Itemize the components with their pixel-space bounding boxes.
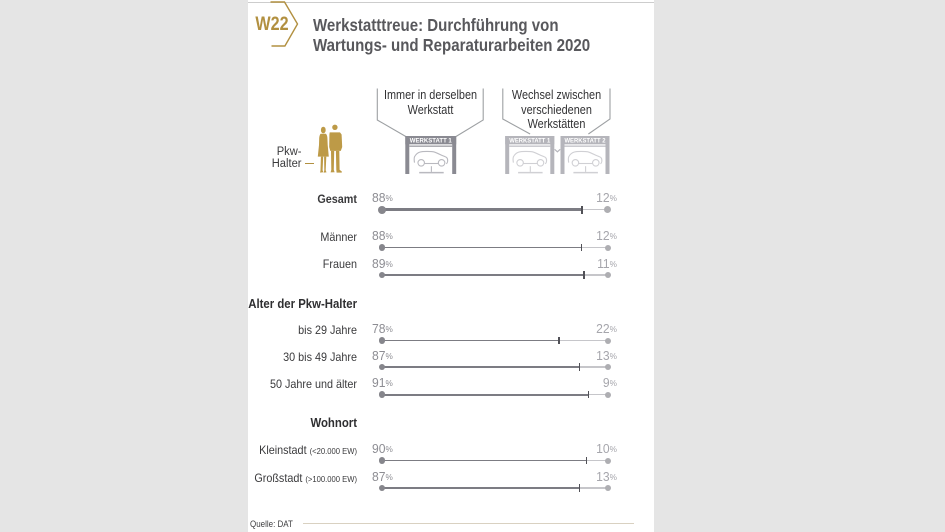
svg-text:WERKSTATT 1: WERKSTATT 1 [509, 139, 551, 145]
svg-text:WERKSTATT 2: WERKSTATT 2 [565, 139, 607, 145]
svg-text:WERKSTATT 1: WERKSTATT 1 [410, 139, 453, 145]
